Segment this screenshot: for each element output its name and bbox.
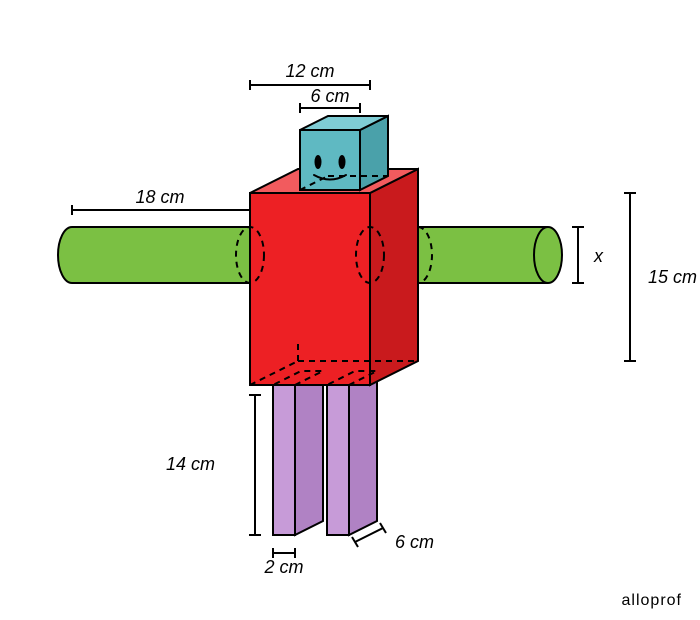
body — [250, 169, 418, 385]
label-arm-length: 18 cm — [135, 187, 184, 207]
label-arm-diam: x — [593, 246, 604, 266]
label-body-height: 15 cm — [648, 267, 697, 287]
watermark: alloprof — [622, 592, 682, 610]
label-body-width: 12 cm — [285, 61, 334, 81]
left-leg — [273, 371, 323, 535]
left-arm — [58, 227, 250, 283]
label-head-width: 6 cm — [310, 86, 349, 106]
head — [300, 116, 388, 190]
label-leg-depth: 6 cm — [395, 532, 434, 552]
robot-diagram: 12 cm 6 cm 18 cm 15 cm x 14 cm 2 cm 6 cm — [0, 0, 700, 620]
label-leg-height: 14 cm — [166, 454, 215, 474]
label-leg-width: 2 cm — [263, 557, 303, 577]
right-leg — [327, 371, 377, 535]
